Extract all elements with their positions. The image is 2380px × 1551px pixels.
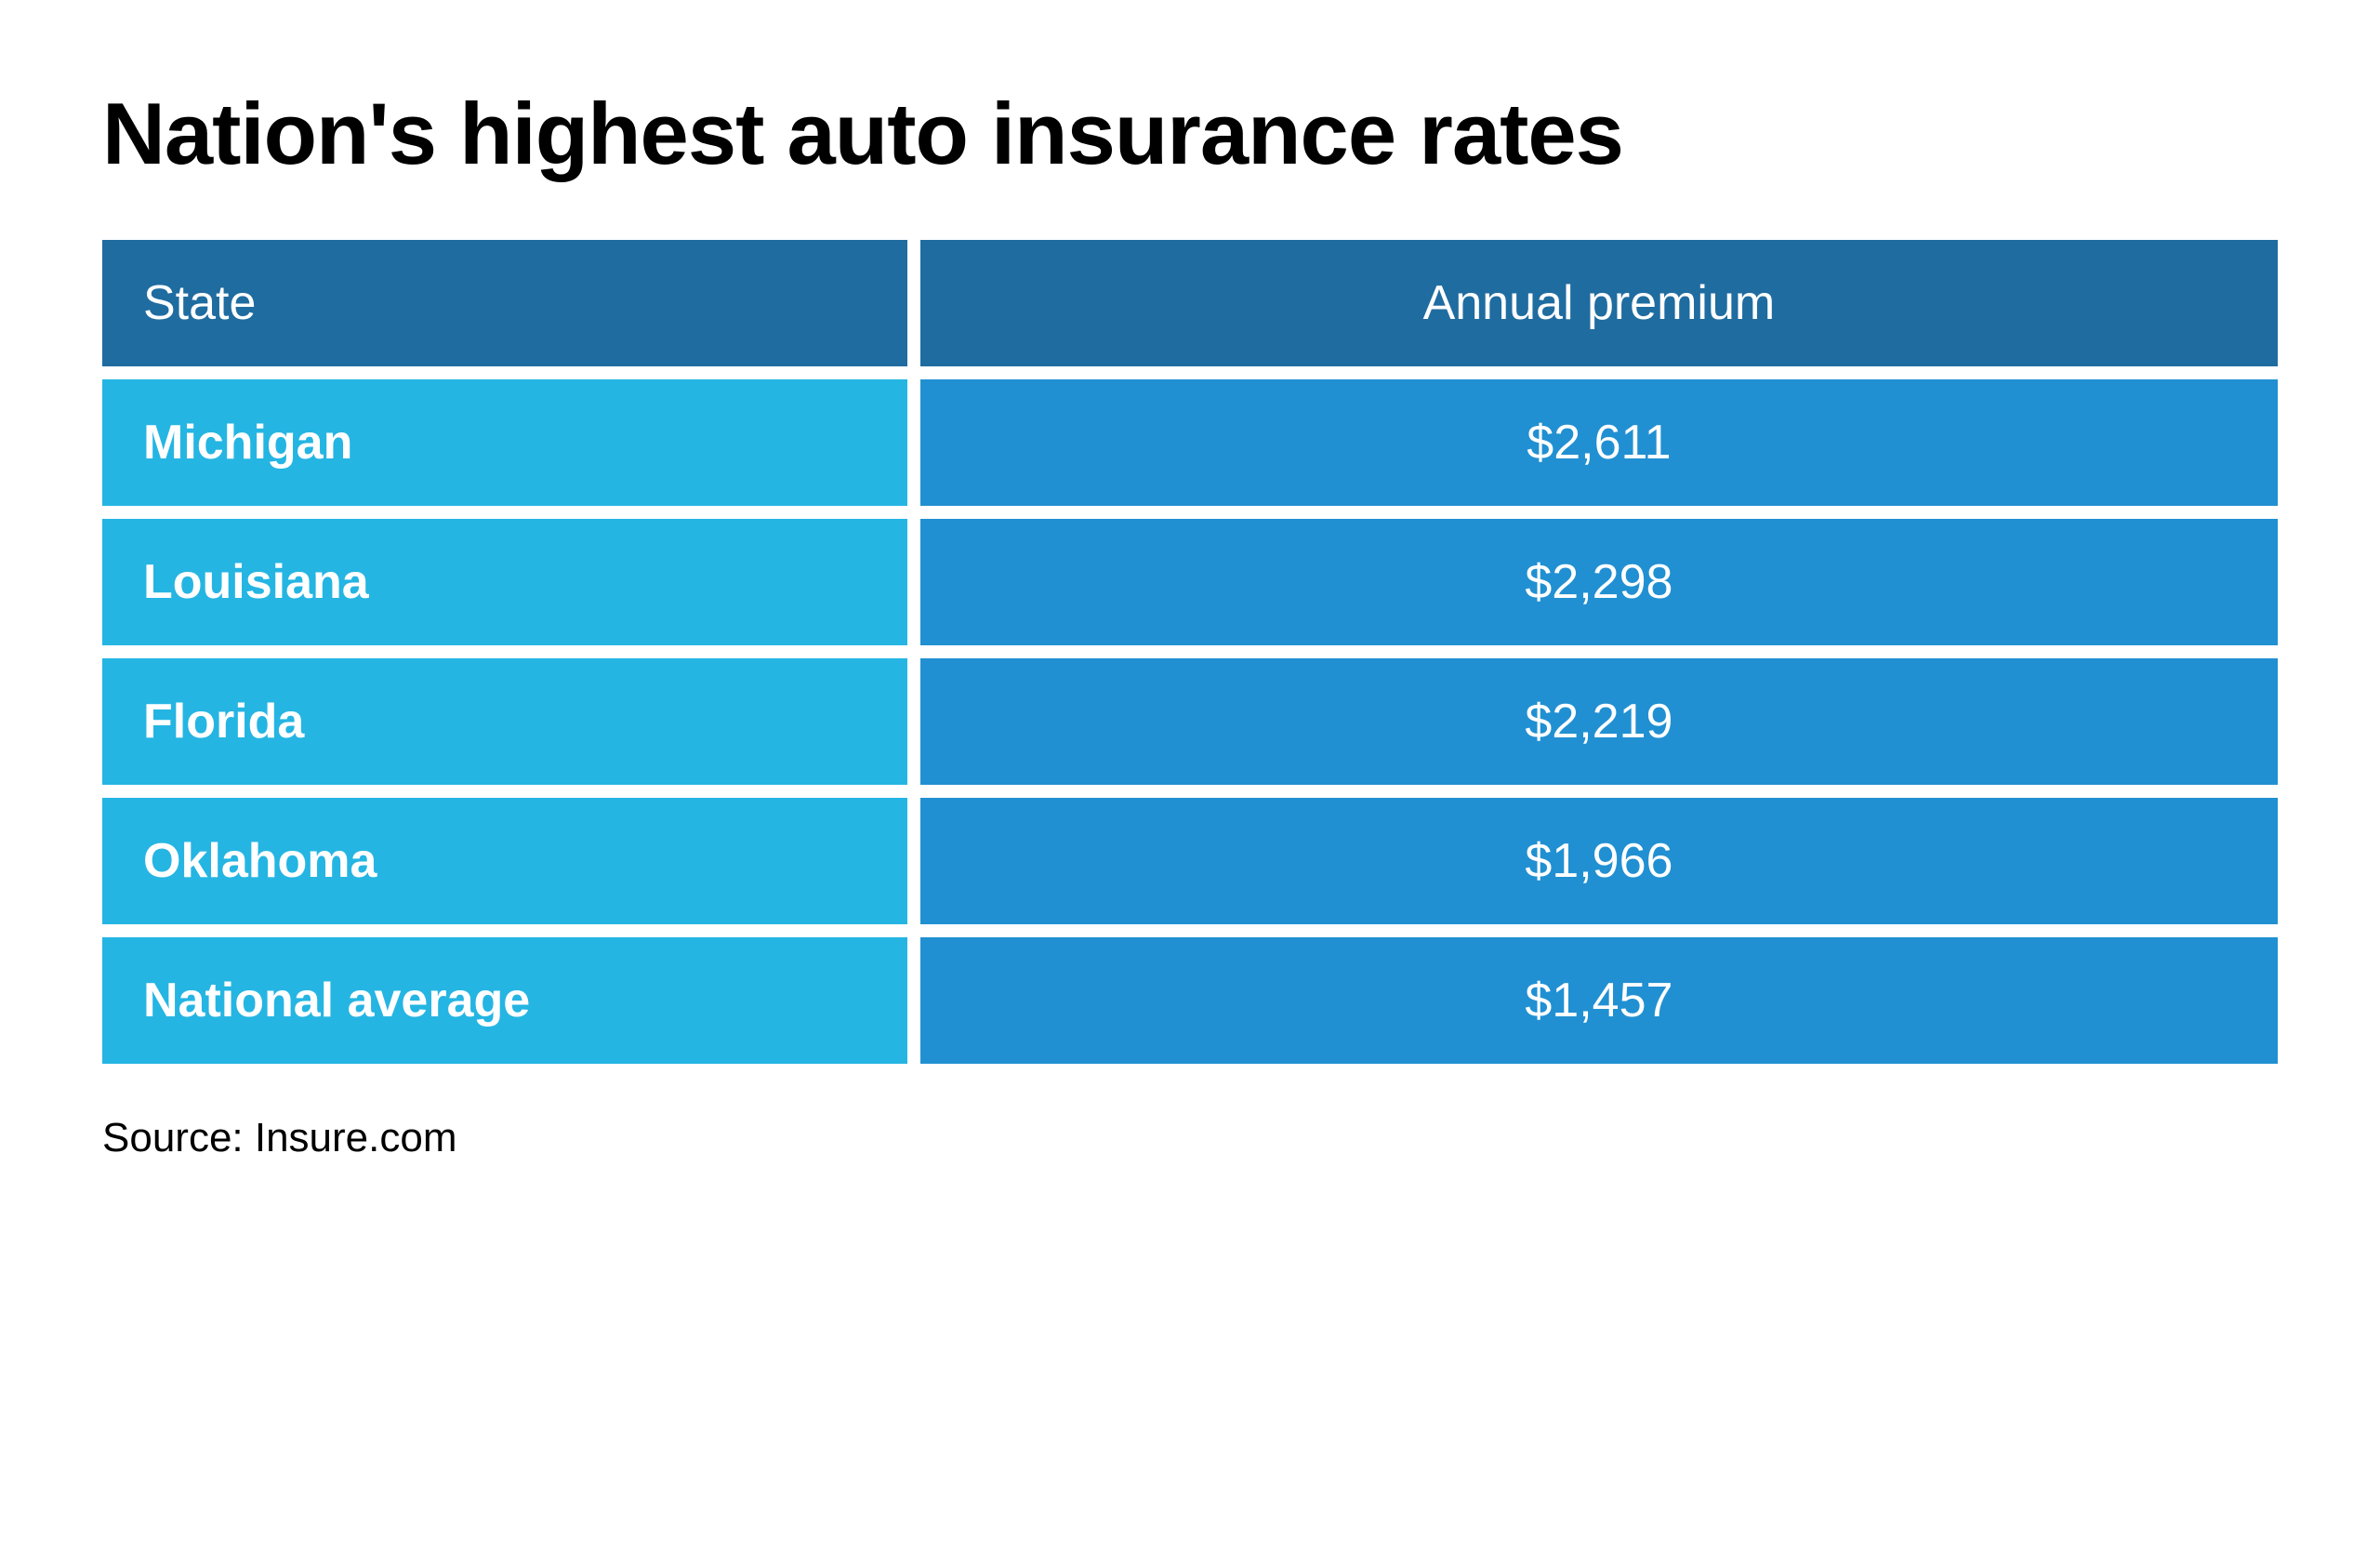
table-row: National average $1,457 xyxy=(102,937,2278,1064)
table-row: Louisiana $2,298 xyxy=(102,519,2278,645)
premium-cell: $1,457 xyxy=(920,937,2278,1064)
state-cell: Florida xyxy=(102,658,907,785)
table-header-row: State Annual premium xyxy=(102,240,2278,366)
state-cell: Michigan xyxy=(102,379,907,506)
premium-cell: $2,611 xyxy=(920,379,2278,506)
table-row: Michigan $2,611 xyxy=(102,379,2278,506)
table-row: Oklahoma $1,966 xyxy=(102,798,2278,924)
header-state: State xyxy=(102,240,907,366)
premium-cell: $2,298 xyxy=(920,519,2278,645)
chart-title: Nation's highest auto insurance rates xyxy=(102,84,2278,184)
header-premium: Annual premium xyxy=(920,240,2278,366)
premium-cell: $1,966 xyxy=(920,798,2278,924)
source-attribution: Source: Insure.com xyxy=(102,1115,2278,1161)
rates-table: State Annual premium Michigan $2,611 Lou… xyxy=(102,240,2278,1064)
state-cell: Oklahoma xyxy=(102,798,907,924)
table-row: Florida $2,219 xyxy=(102,658,2278,785)
state-cell: National average xyxy=(102,937,907,1064)
premium-cell: $2,219 xyxy=(920,658,2278,785)
state-cell: Louisiana xyxy=(102,519,907,645)
